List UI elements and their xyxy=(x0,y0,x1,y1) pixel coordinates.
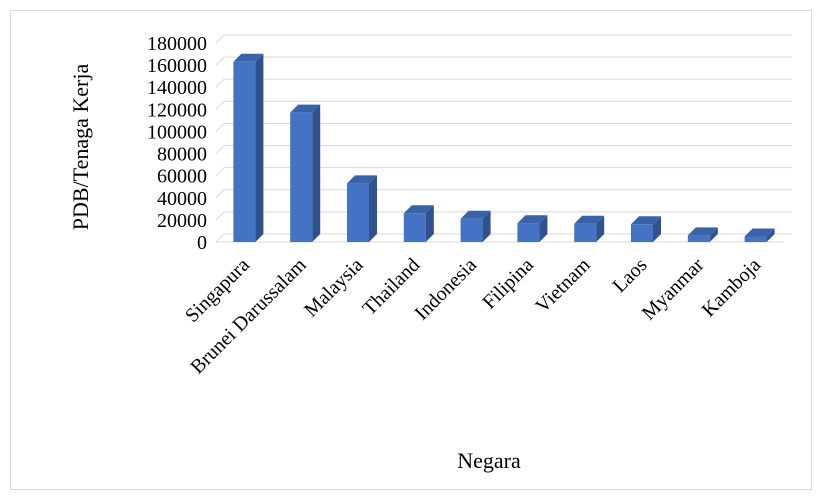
bar-front xyxy=(290,112,313,243)
gridline-side xyxy=(215,189,225,199)
bar-front xyxy=(744,236,767,242)
y-tick-label: 40000 xyxy=(157,188,207,210)
x-tick-label: Myanmar xyxy=(638,254,709,325)
chart-frame xyxy=(10,10,812,490)
gridline-side xyxy=(215,211,225,221)
bar-top xyxy=(290,104,321,113)
bar-top xyxy=(574,215,605,224)
bar xyxy=(347,175,377,242)
bar-side xyxy=(766,228,775,242)
y-tick-label: 120000 xyxy=(147,99,207,121)
bar-side xyxy=(312,104,321,243)
bar-front xyxy=(631,224,653,242)
y-tick-label: 0 xyxy=(197,232,207,254)
gridline-side xyxy=(215,145,225,154)
bar-top xyxy=(460,210,491,219)
y-tick-label: 180000 xyxy=(147,33,207,55)
bar-top xyxy=(687,227,718,236)
bar xyxy=(460,210,491,242)
bar-side xyxy=(425,205,434,242)
bar xyxy=(233,53,264,242)
gridline-side xyxy=(215,78,225,88)
bar-side xyxy=(255,53,264,242)
y-tick-label: 20000 xyxy=(157,210,207,232)
gridline-side xyxy=(215,123,225,132)
bar-side xyxy=(709,227,718,242)
bar-side xyxy=(482,210,491,242)
bar-front xyxy=(403,213,426,242)
bar-front xyxy=(574,223,597,242)
x-tick-label: Vietnam xyxy=(531,254,595,318)
bars xyxy=(233,53,775,243)
y-axis-ticks: 0200004000060000800001000001200001400001… xyxy=(147,33,207,254)
bar-top xyxy=(233,53,264,62)
bar-side xyxy=(653,216,661,242)
y-tick-label: 100000 xyxy=(147,121,207,143)
x-tick-label: Malaysia xyxy=(300,254,367,321)
gridline-side xyxy=(215,100,225,110)
bar-front xyxy=(233,61,256,242)
bar xyxy=(744,228,775,242)
bar xyxy=(517,215,548,242)
bar xyxy=(290,104,321,243)
gridline-side xyxy=(215,233,225,243)
bar-side xyxy=(596,215,605,242)
bar-top xyxy=(517,215,548,224)
x-tick-label: Indonesia xyxy=(411,254,482,325)
bar-top xyxy=(403,205,434,214)
bar-top xyxy=(347,175,377,184)
gridline-side xyxy=(215,167,225,177)
bar-front xyxy=(347,183,369,242)
bar xyxy=(403,205,434,242)
bar xyxy=(631,216,661,242)
y-axis-title: PDB/Tenaga Kerja xyxy=(68,64,93,231)
bar xyxy=(574,215,605,242)
gridline-side xyxy=(215,34,225,44)
bar-side xyxy=(369,175,377,242)
bar-front xyxy=(517,223,540,242)
x-tick-label: Filipina xyxy=(478,254,538,314)
x-tick-label: Kamboja xyxy=(698,254,765,321)
bar-top xyxy=(631,216,661,225)
y-tick-label: 140000 xyxy=(147,77,207,99)
bar-side xyxy=(539,215,548,242)
bar-front xyxy=(687,235,710,242)
y-tick-label: 60000 xyxy=(157,166,207,188)
x-axis-title: Negara xyxy=(457,448,521,473)
y-tick-label: 160000 xyxy=(147,55,207,77)
bar xyxy=(687,227,718,242)
bar-front xyxy=(460,218,483,242)
y-tick-label: 80000 xyxy=(157,144,207,166)
gridline-side xyxy=(215,56,225,66)
x-tick-label: Laos xyxy=(608,254,651,297)
bar-top xyxy=(744,228,775,237)
